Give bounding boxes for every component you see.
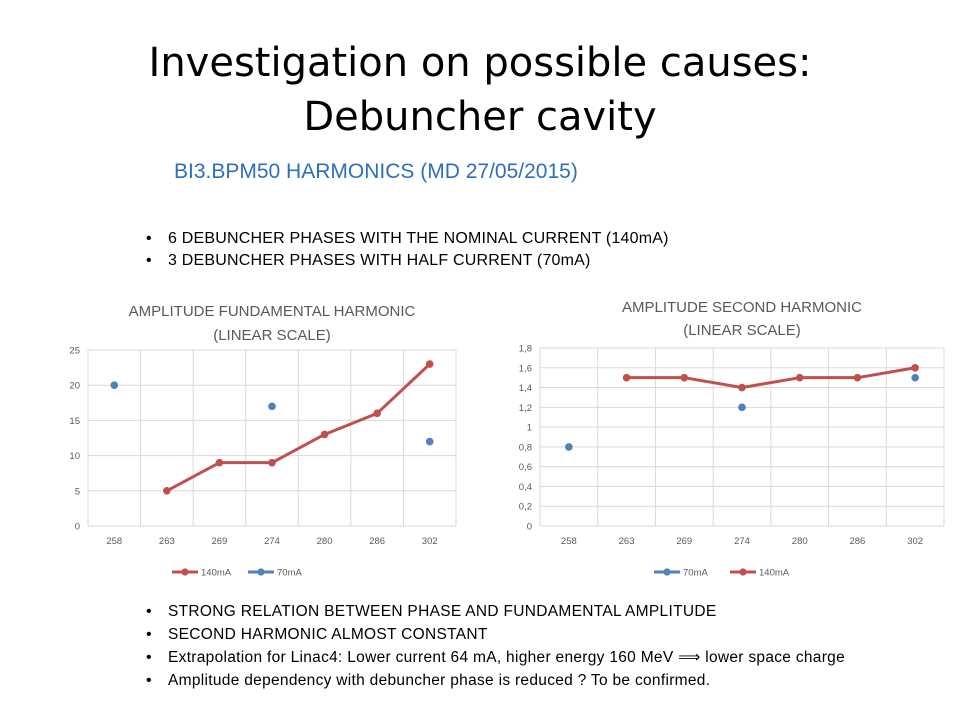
y-tick-label: 0 [75,522,80,533]
legend-swatch-marker [739,568,747,576]
legend-label: 140mA [759,568,790,579]
legend-swatch-marker [181,568,189,576]
x-tick-label: 280 [792,536,808,547]
x-tick-label: 280 [317,536,333,547]
slide-title-line1: Investigation on possible causes: [148,40,812,86]
bullet-item: SECOND HARMONIC ALMOST CONSTANT [142,623,845,646]
data-point-140mA [320,430,329,439]
data-point-70mA [110,381,119,389]
x-tick-label: 258 [561,536,577,547]
x-tick-label: 274 [264,536,280,547]
legend-item-140mA: 140mA [172,568,232,579]
data-point-70mA [911,373,919,382]
data-point-140mA [268,458,276,467]
y-tick-label: 10 [69,451,80,462]
y-tick-label: 1,6 [519,363,532,374]
data-point-140mA [215,458,224,467]
series-line-140mA [166,362,431,493]
chart-title-line1: AMPLITUDE SECOND HARMONIC [622,299,862,316]
chart-title-line2: (LINEAR SCALE) [213,327,331,344]
slide-subtitle: BI3.BPM50 HARMONICS (MD 27/05/2015) [174,160,578,183]
legend-swatch-marker [257,568,265,576]
legend-label: 70mA [277,568,302,579]
x-tick-label: 286 [849,536,865,547]
y-tick-label: 1,8 [519,344,532,355]
bullet-item: Extrapolation for Linac4: Lower current … [142,646,845,669]
legend-label: 70mA [683,568,708,579]
x-tick-label: 286 [369,536,385,547]
conclusion-bullet-list: STRONG RELATION BETWEEN PHASE AND FUNDAM… [142,600,845,692]
y-tick-label: 0,2 [519,502,532,513]
chart-title-line2: (LINEAR SCALE) [683,322,801,339]
x-tick-label: 258 [106,536,122,547]
x-tick-label: 302 [422,536,438,547]
chart-title-line1: AMPLITUDE FUNDAMENTAL HARMONIC [129,303,416,320]
bullet-item: STRONG RELATION BETWEEN PHASE AND FUNDAM… [142,600,845,623]
y-tick-label: 1 [527,423,532,434]
x-tick-label: 302 [907,536,923,547]
data-point-140mA [373,409,381,418]
y-tick-label: 20 [69,381,80,392]
fundamental-harmonic-chart: AMPLITUDE FUNDAMENTAL HARMONIC (LINEAR SC… [69,303,457,579]
y-tick-label: 0 [527,522,532,533]
data-point-70mA [565,443,573,451]
legend-label: 140mA [201,568,232,579]
legend-item-140mA: 140mA [730,568,790,579]
slide-title: Investigation on possible causes: Debunc… [0,36,960,144]
x-tick-label: 274 [734,536,750,547]
legend-item-70mA: 70mA [654,568,708,579]
data-point-140mA [425,360,434,368]
bullet-item: 6 DEBUNCHER PHASES WITH THE NOMINAL CURR… [142,228,669,250]
y-tick-label: 0,8 [519,442,532,453]
bullet-item: 3 DEBUNCHER PHASES WITH HALF CURRENT (70… [142,250,669,272]
second-harmonic-chart: AMPLITUDE SECOND HARMONIC (LINEAR SCALE) 0… [519,299,945,579]
data-point-140mA [738,383,746,392]
y-tick-label: 1,2 [519,403,532,414]
x-tick-label: 263 [159,536,175,547]
data-point-140mA [680,373,689,382]
data-point-70mA [268,402,276,411]
y-tick-label: 15 [69,416,80,427]
x-tick-label: 269 [676,536,692,547]
series-line-140mA [626,366,916,390]
bullet-item: Amplitude dependency with debuncher phas… [142,669,845,692]
data-point-140mA [795,373,804,382]
legend-item-70mA: 70mA [248,568,302,579]
x-tick-label: 263 [619,536,635,547]
slide-title-line2: Debuncher cavity [303,94,657,140]
legend-swatch-marker [663,568,671,576]
y-tick-label: 1,4 [519,383,532,394]
data-point-140mA [911,363,919,372]
data-point-70mA [738,403,746,412]
y-tick-label: 5 [75,486,80,497]
y-tick-label: 25 [69,346,80,357]
y-tick-label: 0,4 [519,482,532,493]
x-tick-label: 269 [211,536,227,547]
data-point-140mA [163,487,171,495]
data-point-140mA [853,373,862,382]
data-point-140mA [622,373,631,382]
data-point-70mA [425,437,434,446]
y-tick-label: 0,6 [519,462,532,473]
intro-bullet-list: 6 DEBUNCHER PHASES WITH THE NOMINAL CURR… [142,228,669,272]
